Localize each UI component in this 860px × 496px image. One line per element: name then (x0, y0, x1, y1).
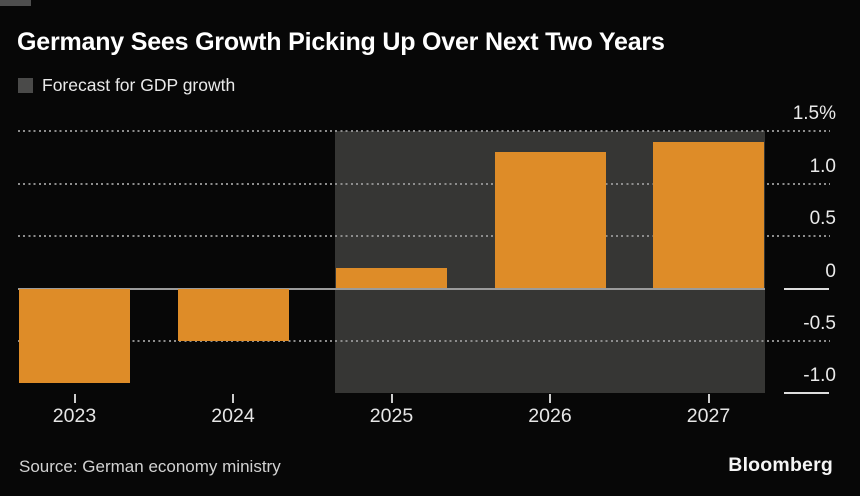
gridline--0.5 (18, 339, 830, 342)
x-tick-2026 (549, 394, 551, 403)
x-tick-label-2024: 2024 (211, 405, 255, 427)
y-tick-label: 1.0 (809, 155, 836, 177)
axis-tick-0 (784, 287, 829, 290)
y-tick-label: -0.5 (803, 312, 836, 334)
x-tick-label-2023: 2023 (52, 405, 97, 427)
gridline-0.5 (18, 235, 830, 238)
y-tick-label: 0 (825, 260, 836, 282)
gridline-1.5 (18, 130, 830, 133)
gridline-1 (18, 182, 830, 185)
x-tick-2027 (707, 394, 710, 403)
legend-swatch-icon (18, 78, 33, 93)
x-tick-2024 (232, 394, 234, 403)
chart-legend: Forecast for GDP growth (18, 75, 235, 96)
legend-label: Forecast for GDP growth (42, 75, 236, 95)
bar-2025 (336, 267, 447, 289)
bar-2027 (653, 141, 764, 289)
y-tick-label: 1.5% (792, 103, 836, 125)
zero-line (18, 287, 765, 290)
bar-2024 (177, 288, 289, 341)
axis-tick--1 (784, 392, 829, 395)
x-tick-2025 (390, 394, 393, 403)
y-tick-label: -1.0 (803, 365, 836, 387)
chart-title: Germany Sees Growth Picking Up Over Next… (17, 28, 665, 56)
x-tick-label-2027: 2027 (686, 405, 731, 427)
x-tick-label-2025: 2025 (369, 405, 414, 427)
y-tick-label: 0.5 (809, 208, 836, 230)
x-tick-label-2026: 2026 (528, 405, 572, 427)
bloomberg-logo: Bloomberg (728, 454, 833, 476)
bar-2026 (494, 152, 606, 289)
source-note: Source: German economy ministry (19, 457, 281, 476)
bar-2023 (19, 288, 130, 383)
screen-artifact (0, 0, 31, 6)
x-tick-2023 (73, 394, 76, 403)
